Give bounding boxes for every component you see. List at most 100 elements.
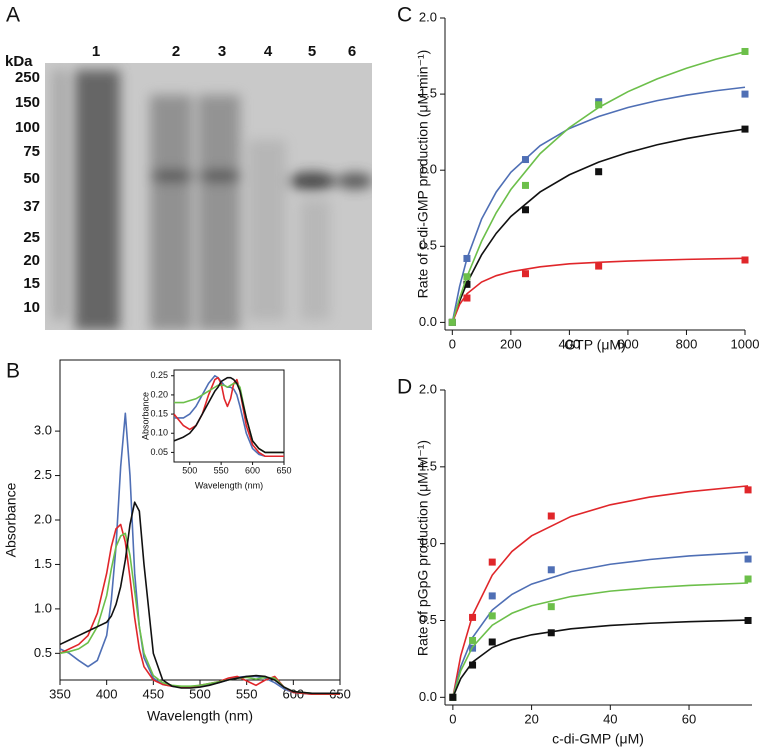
spectrum-line (59, 501, 340, 695)
fit-curve (452, 619, 749, 698)
data-point (469, 613, 477, 621)
y-tick-label: 0.5 (419, 238, 437, 253)
data-point (744, 575, 752, 583)
data-point (744, 555, 752, 563)
data-point (744, 486, 752, 494)
y-tick-label: 0.25 (150, 370, 168, 380)
x-axis-label: c-di-GMP (μM) (552, 731, 644, 747)
data-point (449, 693, 457, 701)
y-tick-label: 1.5 (419, 458, 437, 473)
y-tick-label: 2.0 (419, 9, 437, 24)
x-tick-label: 450 (142, 686, 164, 701)
fit-curve (452, 582, 749, 698)
data-point (488, 638, 496, 646)
data-point (469, 661, 477, 669)
panel-letter: B (6, 360, 20, 383)
data-point (595, 168, 603, 176)
data-point (547, 629, 555, 637)
x-tick-label: 400 (559, 336, 581, 351)
marker-label: 75 (23, 143, 40, 160)
chart-panel: 500 550 600 650 0.05 0.10 0.15 0.20 0.25 Waveleng… (140, 369, 292, 490)
data-point (463, 294, 471, 302)
lane-label: 5 (308, 43, 316, 60)
data-point (521, 206, 529, 214)
data-point (488, 592, 496, 600)
lane-label: 4 (264, 43, 273, 60)
y-tick-label: 2.0 (34, 511, 52, 526)
data-point (547, 512, 555, 520)
x-tick-label: 400 (96, 686, 118, 701)
y-axis-label: Absorbance (140, 392, 150, 440)
y-tick-label: 1.5 (419, 86, 437, 101)
marker-label: 50 (23, 170, 40, 187)
y-tick-label: 1.5 (34, 556, 52, 571)
lane-label: 6 (348, 43, 356, 60)
data-point (595, 101, 603, 109)
gel-image (45, 63, 372, 330)
x-tick-label: 600 (617, 336, 639, 351)
lane-label: 3 (218, 43, 226, 60)
x-axis-label: Wavelength (nm) (195, 480, 263, 490)
panel-letter: C (397, 4, 412, 27)
y-axis-label: Rate of pGpG production (μM M⁻¹) (415, 440, 431, 656)
y-tick-label: 0.5 (34, 645, 52, 660)
y-tick-label: 1.0 (419, 535, 437, 550)
x-tick-label: 0 (449, 711, 456, 726)
data-point (469, 636, 477, 644)
x-tick-label: 600 (245, 465, 260, 475)
gel-unit: kDa (5, 53, 33, 70)
data-point (521, 270, 529, 278)
fit-curve (451, 86, 746, 323)
fit-curve (452, 485, 749, 698)
x-tick-label: 0 (449, 336, 456, 351)
data-point (741, 256, 749, 264)
chart-panel: 0 200 400 600 800 1000 0.0 0.5 1.0 1.5 2.0 GTP (μM)… (397, 4, 759, 353)
lane-label: 1 (92, 43, 100, 60)
y-tick-label: 1.0 (419, 162, 437, 177)
data-point (448, 318, 456, 326)
x-tick-label: 1000 (731, 336, 760, 351)
marker-label: 250 (15, 69, 40, 86)
y-tick-label: 1.0 (34, 600, 52, 615)
data-point (521, 156, 529, 164)
marker-label: 20 (23, 252, 40, 269)
data-point (744, 616, 752, 624)
y-tick-label: 0.20 (150, 389, 168, 399)
y-tick-label: 3.0 (34, 423, 52, 438)
x-tick-label: 350 (49, 686, 71, 701)
y-tick-label: 2.0 (419, 381, 437, 396)
chart-panel: 0 20 40 60 0.0 0.5 1.0 1.5 2.0 c-di-GMP (μM) Rate … (397, 376, 752, 747)
x-tick-label: 550 (236, 686, 258, 701)
plot-frame (173, 369, 285, 463)
x-axis-label: GTP (μM) (564, 337, 625, 353)
y-axis-label: Rate of c-di-GMP production (μM min⁻¹) (415, 50, 431, 299)
data-point (741, 47, 749, 55)
data-point (741, 125, 749, 133)
y-tick-label: 0.0 (419, 689, 437, 704)
marker-label: 100 (15, 119, 40, 136)
data-point (488, 612, 496, 620)
x-tick-label: 550 (214, 465, 229, 475)
x-tick-label: 20 (524, 711, 538, 726)
spectrum-line (173, 376, 284, 454)
x-tick-label: 500 (182, 465, 197, 475)
data-point (547, 603, 555, 611)
marker-label: 150 (15, 94, 40, 111)
fit-curve (451, 51, 746, 323)
data-point (547, 566, 555, 574)
y-tick-label: 0.10 (150, 428, 168, 438)
marker-label: 37 (23, 198, 40, 215)
marker-label: 25 (23, 229, 40, 246)
lane-label: 2 (172, 43, 180, 60)
panel-letter: D (397, 376, 412, 399)
fit-curve (451, 257, 746, 323)
fit-curve (452, 551, 749, 698)
y-tick-label: 2.5 (34, 467, 52, 482)
y-tick-label: 0.05 (150, 447, 168, 457)
data-point (463, 280, 471, 288)
x-tick-label: 40 (603, 711, 617, 726)
x-tick-label: 650 (276, 465, 291, 475)
y-tick-label: 0.15 (150, 408, 168, 418)
x-tick-label: 200 (500, 336, 522, 351)
